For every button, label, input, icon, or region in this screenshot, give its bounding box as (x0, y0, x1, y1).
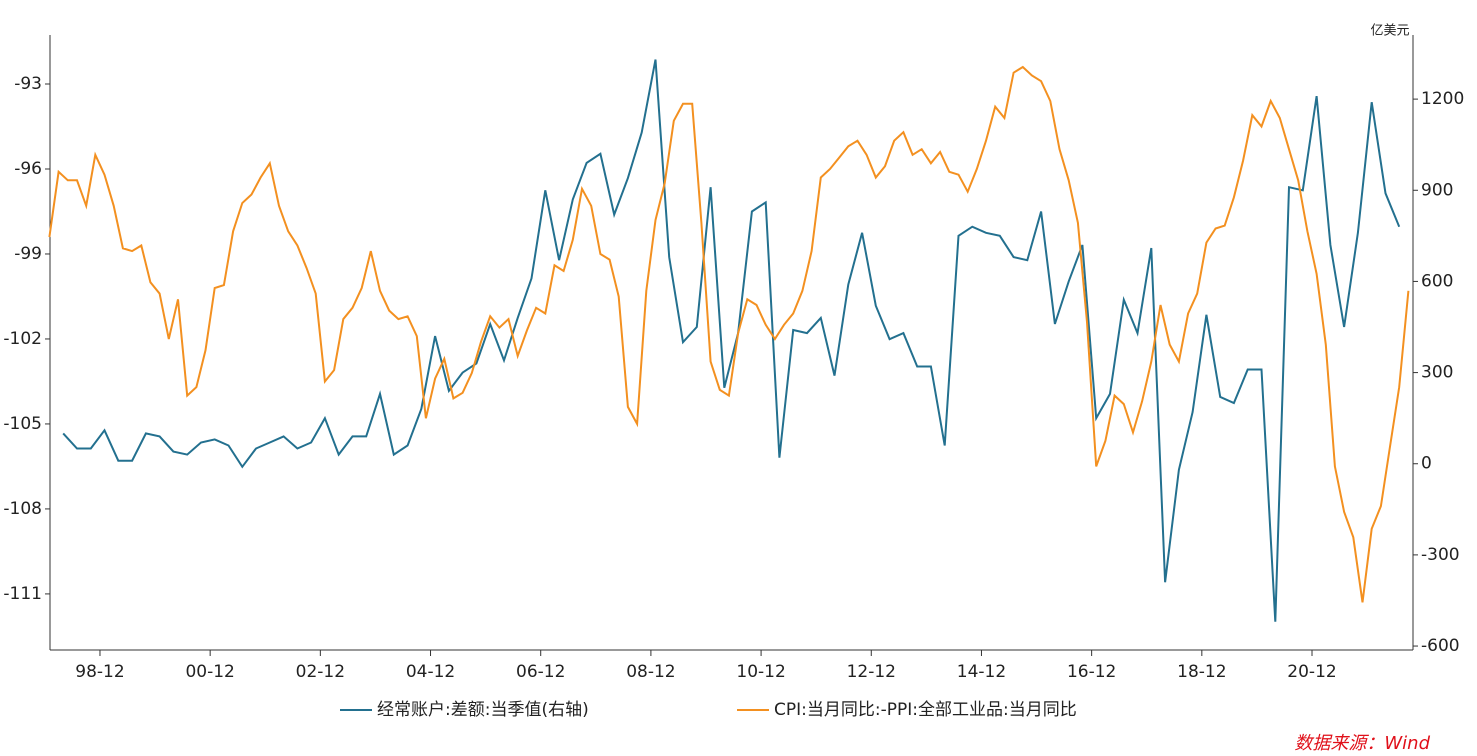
series-line (48, 65, 1410, 603)
legend-label: 经常账户:差额:当季值(右轴) (377, 700, 589, 720)
y-tick-label: -96 (14, 159, 42, 179)
x-tick-label: 14-12 (957, 662, 1006, 682)
y2-tick-label: -300 (1421, 545, 1460, 565)
y2-tick-label: 900 (1421, 180, 1453, 200)
x-tick-label: 02-12 (296, 662, 345, 682)
legend-label: CPI:当月同比:-PPI:全部工业品:当月同比 (774, 700, 1077, 720)
y2-unit: 亿美元 (1370, 24, 1409, 39)
y2-tick-label: 300 (1421, 363, 1453, 383)
x-tick-label: 16-12 (1067, 662, 1116, 682)
y2-tick-label: 0 (1421, 454, 1432, 474)
x-tick-label: 04-12 (406, 662, 455, 682)
y2-tick-label: -600 (1421, 636, 1460, 656)
source: 数据来源：Wind (1294, 733, 1430, 754)
y-tick-label: -102 (3, 329, 42, 349)
y-tick-label: -93 (14, 74, 42, 94)
y2-tick-label: 1200 (1421, 89, 1464, 109)
x-tick-label: 00-12 (185, 662, 234, 682)
y-tick-label: -108 (3, 499, 42, 519)
y-tick-label: -111 (3, 584, 42, 604)
y-tick-label: -105 (3, 414, 42, 434)
series-line (62, 59, 1401, 622)
x-tick-label: 12-12 (847, 662, 896, 682)
x-tick-label: 10-12 (736, 662, 785, 682)
x-tick-label: 98-12 (75, 662, 124, 682)
y-tick-label: -99 (14, 244, 42, 264)
x-tick-label: 06-12 (516, 662, 565, 682)
x-tick-label: 08-12 (626, 662, 675, 682)
x-tick-label: 20-12 (1287, 662, 1336, 682)
x-tick-label: 18-12 (1177, 662, 1226, 682)
y2-tick-label: 600 (1421, 271, 1453, 291)
